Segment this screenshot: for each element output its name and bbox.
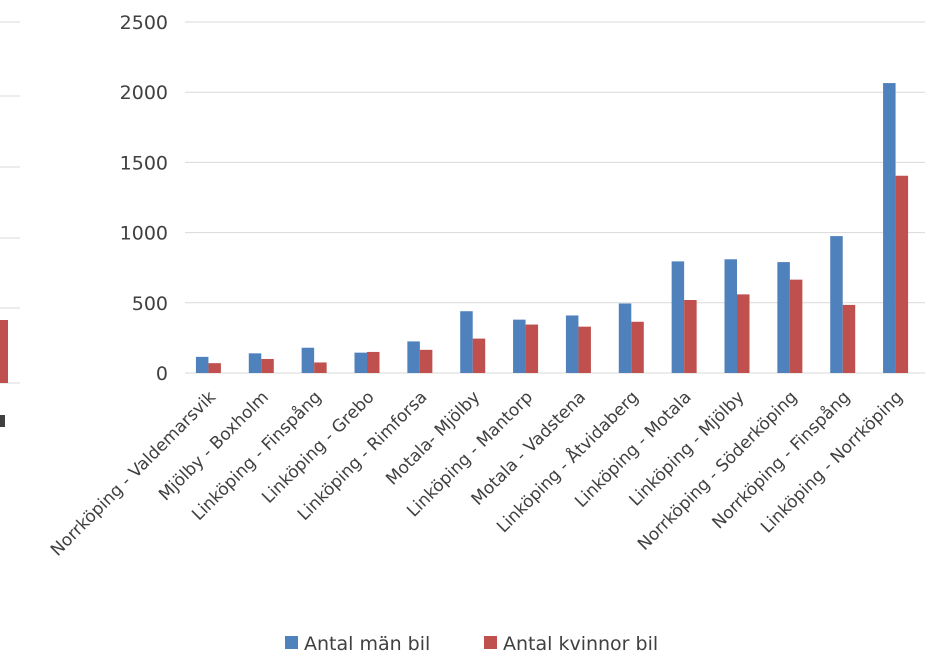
legend-label-women: Antal kvinnor bil	[503, 633, 658, 655]
y-tick-label: 2500	[120, 12, 168, 34]
bar-men	[513, 319, 526, 373]
y-tick-label: 1000	[120, 223, 168, 245]
bar-men	[248, 353, 262, 373]
bar-women	[261, 358, 274, 373]
bar-women	[895, 175, 909, 373]
legend-label-men: Antal män bil	[304, 633, 430, 655]
legend-swatch-men	[285, 636, 298, 649]
partial-bar	[0, 320, 8, 383]
bar-men	[354, 352, 367, 373]
bar-women	[208, 363, 221, 373]
bar-men	[883, 83, 896, 373]
y-axis-tick-labels: 0 500 1000 1500 2000 2500	[120, 12, 168, 385]
bar-women	[684, 299, 697, 373]
bar-women	[472, 338, 486, 373]
bar-men	[618, 303, 632, 373]
y-tick-label: 1500	[120, 152, 168, 174]
bar-men	[671, 261, 685, 373]
bar-men	[830, 236, 843, 373]
legend: Antal män bil Antal kvinnor bil	[285, 633, 658, 655]
y-tick-label: 500	[132, 293, 168, 315]
bar-men	[407, 341, 420, 373]
x-category-label: Motala- Mjölby	[382, 387, 484, 489]
bar-women	[737, 294, 750, 373]
y-tick-label: 2000	[120, 82, 168, 104]
bar-men	[301, 347, 315, 373]
bar-women	[525, 324, 539, 373]
bar-men	[724, 259, 737, 373]
bar-women	[789, 279, 803, 373]
bar-women	[631, 321, 644, 373]
bar-women	[578, 326, 591, 373]
bar-women	[419, 349, 433, 373]
bar-men	[460, 311, 473, 373]
bar-men	[777, 262, 790, 373]
legend-swatch-women	[484, 636, 497, 649]
bar-men	[195, 356, 209, 373]
y-tick-label: 0	[156, 363, 168, 385]
bar-women	[842, 304, 856, 373]
partial-label-glyph	[0, 415, 5, 427]
bar-women	[367, 351, 380, 373]
bar-women	[314, 362, 327, 373]
bars	[195, 83, 909, 373]
partial-left-chart	[0, 21, 20, 427]
bar-men	[565, 315, 579, 373]
gridlines	[185, 21, 925, 374]
